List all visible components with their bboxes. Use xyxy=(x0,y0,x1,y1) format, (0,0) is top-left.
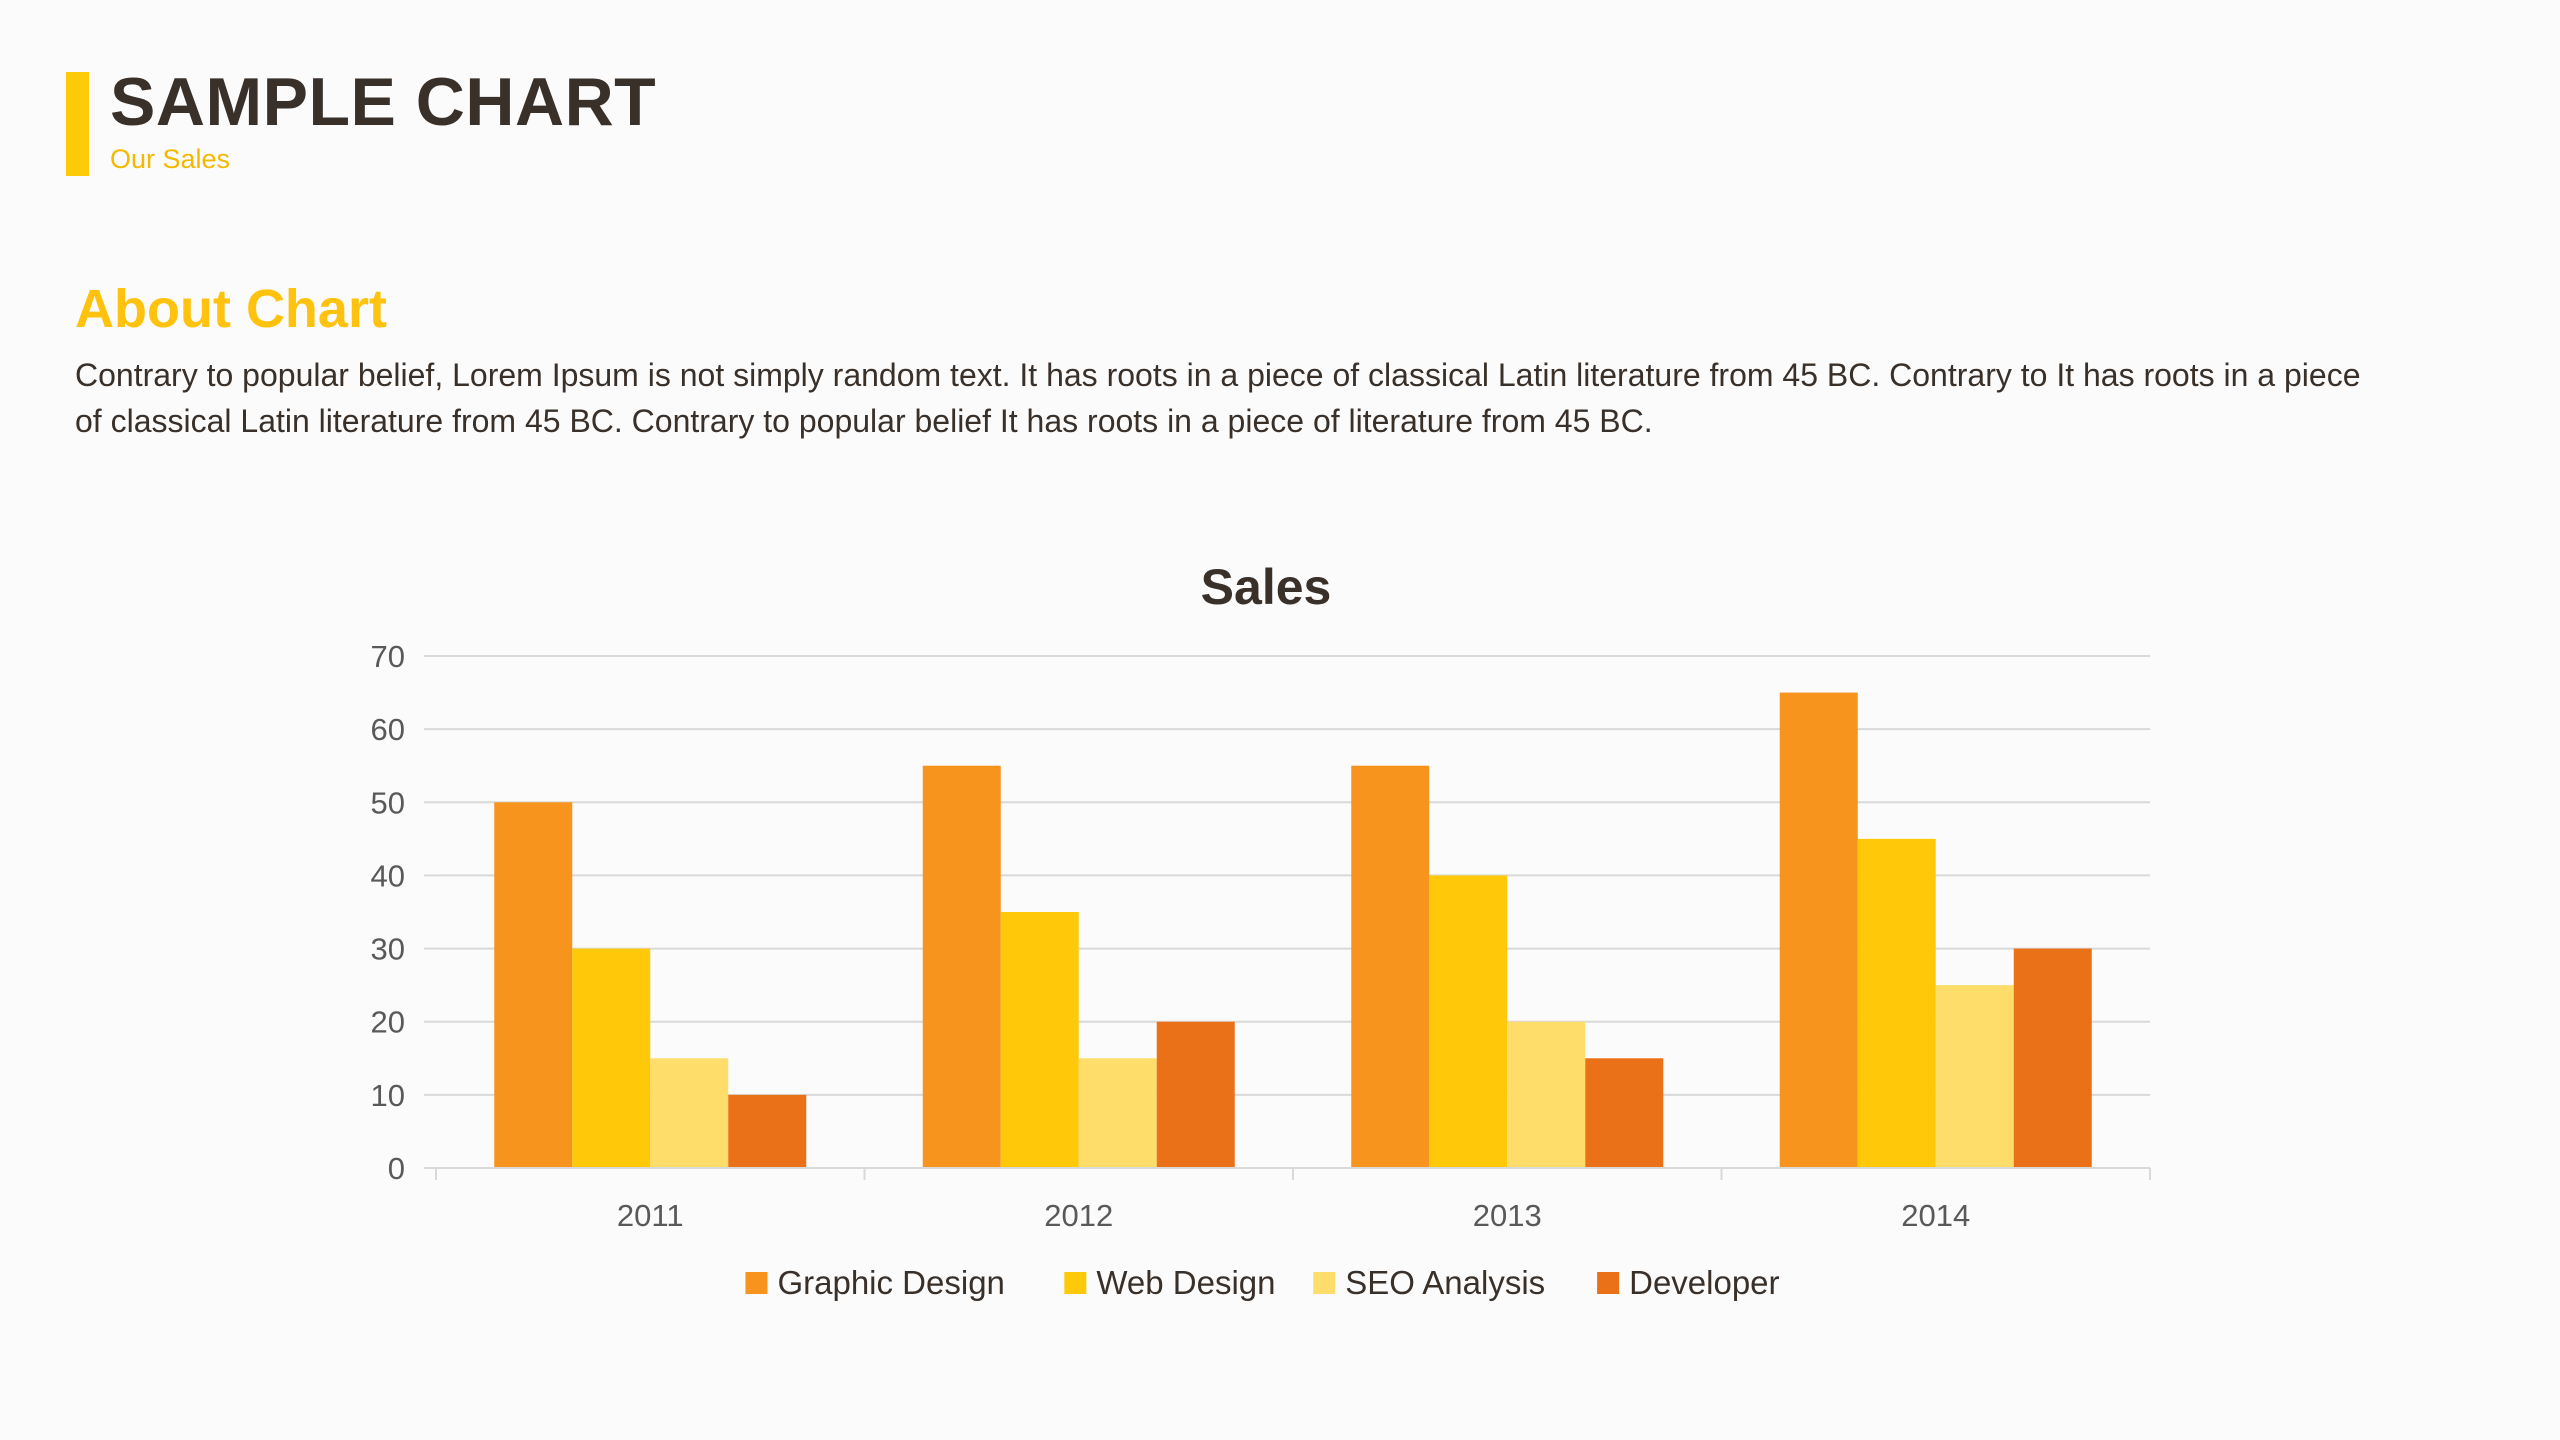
legend-swatch xyxy=(1313,1272,1336,1294)
bar-seo-analysis-2011 xyxy=(650,1058,729,1168)
legend-swatch xyxy=(1064,1272,1087,1294)
bar-web-design-2014 xyxy=(1857,838,1936,1168)
bar-web-design-2013 xyxy=(1429,875,1508,1168)
y-tick-label: 50 xyxy=(371,785,405,820)
bar-developer-2013 xyxy=(1585,1058,1664,1168)
x-tick-label: 2013 xyxy=(1473,1198,1542,1233)
about-chart-description: Contrary to popular belief, Lorem Ipsum … xyxy=(75,357,2361,439)
y-tick-label: 10 xyxy=(371,1078,405,1113)
legend-swatch xyxy=(745,1272,768,1294)
page-subtitle: Our Sales xyxy=(110,144,231,174)
bar-graphic-design-2013 xyxy=(1351,765,1430,1168)
title-accent-bar xyxy=(66,72,89,176)
bar-graphic-design-2011 xyxy=(494,802,573,1168)
bar-graphic-design-2014 xyxy=(1779,692,1858,1168)
y-tick-label: 70 xyxy=(371,639,405,674)
legend-label: Developer xyxy=(1629,1264,1779,1301)
y-tick-label: 30 xyxy=(371,932,405,967)
legend-item-seo-analysis: SEO Analysis xyxy=(1313,1264,1545,1301)
bar-seo-analysis-2012 xyxy=(1078,1058,1157,1168)
bar-developer-2012 xyxy=(1156,1021,1235,1168)
bar-developer-2014 xyxy=(2013,948,2092,1168)
chart-title: Sales xyxy=(1201,559,1332,615)
bar-web-design-2011 xyxy=(572,948,651,1168)
legend-swatch xyxy=(1597,1272,1620,1294)
y-tick-label: 20 xyxy=(371,1005,405,1040)
legend-item-developer: Developer xyxy=(1597,1264,1780,1301)
y-tick-label: 60 xyxy=(371,712,405,747)
bar-graphic-design-2012 xyxy=(922,765,1001,1168)
legend-item-graphic-design: Graphic Design xyxy=(745,1264,1005,1301)
legend-label: Graphic Design xyxy=(777,1264,1004,1301)
y-tick-label: 40 xyxy=(371,858,405,893)
bar-developer-2011 xyxy=(728,1094,807,1168)
legend-item-web-design: Web Design xyxy=(1064,1264,1275,1301)
bar-web-design-2012 xyxy=(1000,912,1079,1168)
chart-bars xyxy=(494,692,2092,1168)
x-tick-label: 2011 xyxy=(617,1198,684,1233)
about-chart-heading: About Chart xyxy=(75,279,387,339)
page-title: SAMPLE CHART xyxy=(110,64,657,140)
bar-seo-analysis-2014 xyxy=(1935,985,2014,1168)
chart-legend: Graphic Design Web Design SEO Analysis Deve… xyxy=(745,1264,1780,1301)
legend-label: Web Design xyxy=(1096,1264,1275,1301)
x-tick-label: 2014 xyxy=(1901,1198,1970,1233)
chart-axes: 0 10 20 30 40 50 60 70 2011 2012 2013 2014 xyxy=(371,639,2151,1233)
x-tick-label: 2012 xyxy=(1044,1198,1113,1233)
legend-label: SEO Analysis xyxy=(1345,1264,1545,1301)
bar-seo-analysis-2013 xyxy=(1507,1021,1586,1168)
y-tick-label: 0 xyxy=(388,1151,405,1186)
